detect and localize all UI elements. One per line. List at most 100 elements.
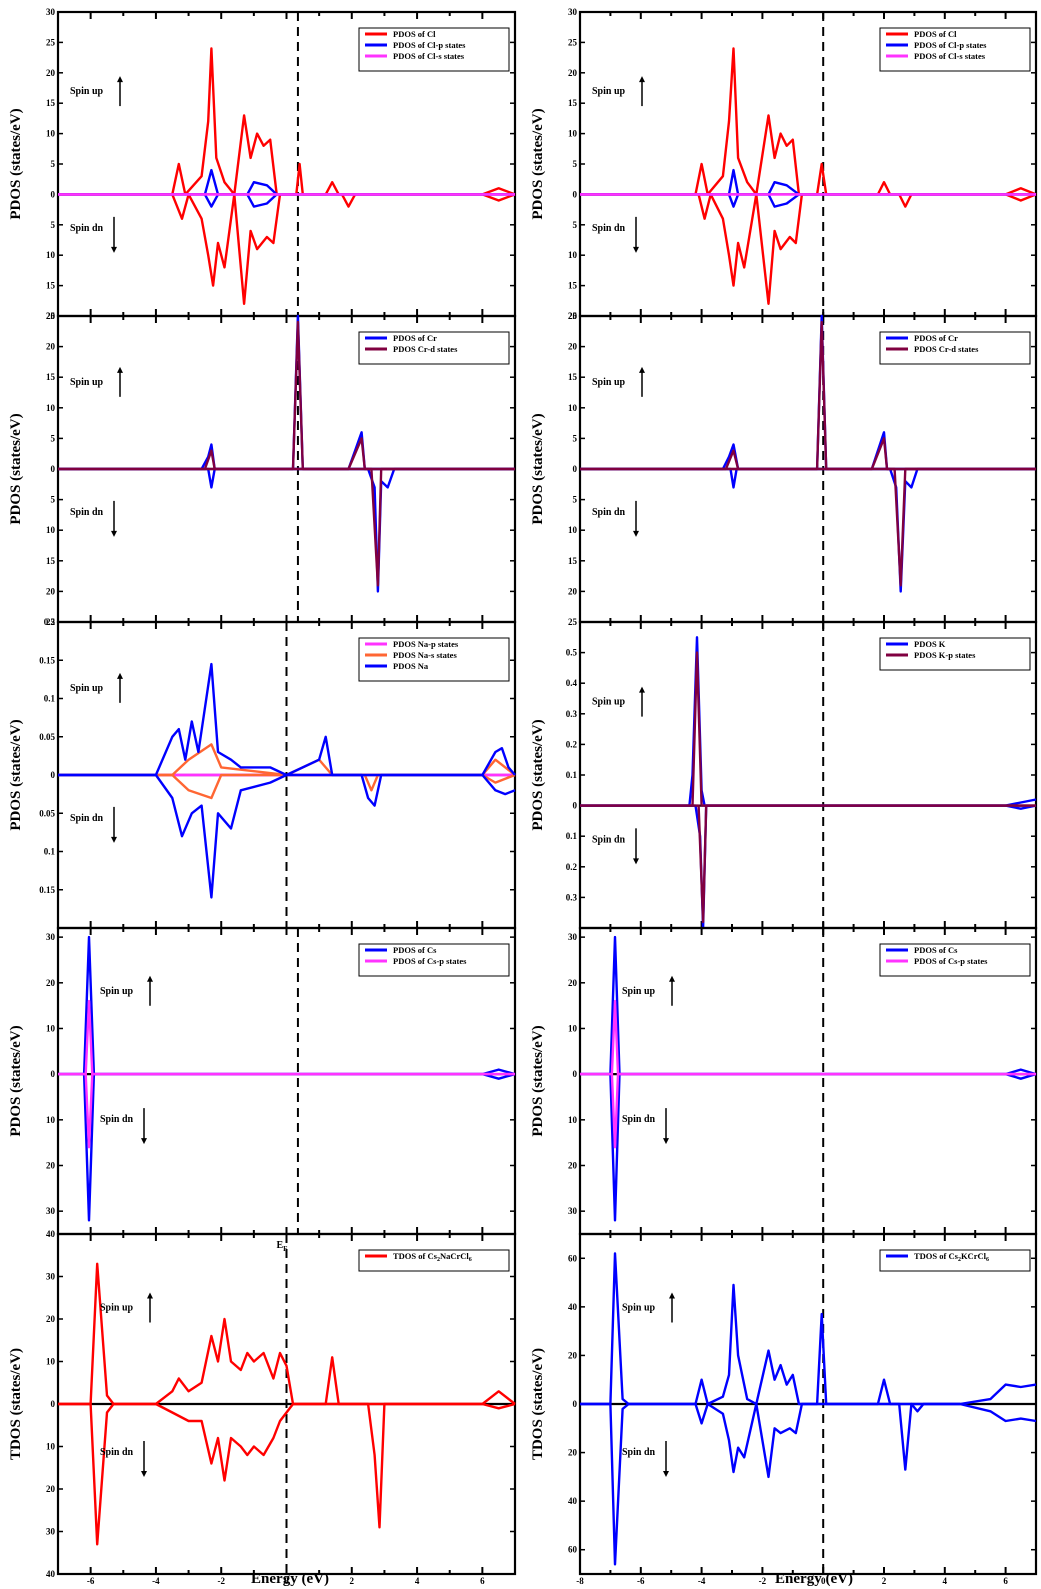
y-tick-label: 10 (568, 403, 578, 413)
spin-dn-label: Spin dn (592, 223, 626, 234)
x-tick-label: -6 (87, 1576, 95, 1586)
y-tick-label: 10 (568, 1023, 578, 1033)
y-tick-label: 0 (51, 1399, 56, 1409)
y-tick-label: 0.1 (44, 694, 56, 704)
y-tick-label: 15 (568, 556, 578, 566)
y-tick-label: 5 (51, 220, 56, 230)
spin-dn-label: Spin dn (592, 834, 626, 845)
y-tick-label: 30 (568, 932, 578, 942)
y-tick-label: 20 (568, 586, 578, 596)
spin-dn-arrowhead (633, 858, 639, 865)
y-tick-label: 20 (568, 342, 578, 352)
y-tick-label: 20 (568, 68, 578, 78)
legend-entry: PDOS of Cr (393, 333, 437, 343)
legend-entry: PDOS of Cs (914, 945, 958, 955)
y-tick-label: 0 (573, 189, 578, 199)
spin-dn-arrowhead (633, 530, 639, 537)
spin-dn-arrowhead (663, 1138, 669, 1145)
legend-entry: PDOS of Cl (393, 29, 436, 39)
series-line-up (580, 651, 1036, 807)
y-tick-label: 20 (568, 1448, 578, 1458)
series-line-up (58, 47, 516, 196)
y-tick-label: 5 (573, 495, 578, 505)
y-axis-label: PDOS (states/eV) (8, 413, 24, 524)
series-line-up (580, 1252, 1037, 1406)
y-tick-label: 10 (46, 129, 56, 139)
series-line-up (58, 999, 515, 1076)
y-axis-label: PDOS (states/eV) (8, 719, 24, 830)
x-tick-label: -6 (637, 1576, 645, 1586)
legend-entry: PDOS of Cr (914, 333, 958, 343)
series-line-dn (580, 193, 1036, 208)
y-tick-label: 20 (46, 978, 56, 988)
y-tick-label: 20 (46, 1484, 56, 1494)
y-tick-label: 0.05 (39, 732, 55, 742)
y-tick-label: 20 (46, 311, 56, 321)
x-tick-label: -4 (152, 1576, 160, 1586)
series-line-dn (58, 1072, 516, 1222)
series-line-dn (58, 467, 515, 587)
legend-entry: PDOS of Cl (914, 29, 957, 39)
series-line-dn (58, 467, 515, 593)
spin-dn-label: Spin dn (70, 813, 104, 824)
y-tick-label: 5 (573, 433, 578, 443)
y-tick-label: 0 (573, 464, 578, 474)
y-tick-label: 40 (568, 1302, 578, 1312)
y-tick-label: 5 (51, 433, 56, 443)
series-line-up (58, 662, 516, 777)
panel-left-2: 0.2 0.15 0.1 0.05 0 0.05 0.1 0.15 PDOS Na-p stat… (8, 617, 517, 930)
spin-up-label: Spin up (100, 1303, 134, 1314)
legend-entry: PDOS of Cs-p states (914, 956, 988, 966)
spin-up-label: Spin up (100, 986, 134, 997)
spin-up-label: Spin up (70, 86, 104, 97)
series-line-dn (58, 773, 516, 899)
spin-up-label: Spin up (592, 697, 626, 708)
legend-entry: PDOS Cr-d states (914, 344, 979, 354)
legend-entry: TDOS of Cs2KCrCl6 (914, 1251, 989, 1263)
y-tick-label: 40 (46, 1229, 56, 1239)
y-tick-label: 5 (573, 220, 578, 230)
y-tick-label: 10 (568, 1115, 578, 1125)
x-tick-label: 4 (943, 1576, 948, 1586)
legend-box (358, 1249, 510, 1272)
legend-entry-part: 6 (469, 1257, 472, 1263)
legend-entry: PDOS Cr-d states (393, 344, 458, 354)
series-line-dn (58, 193, 516, 305)
legend-entry: PDOS of Cl-p states (393, 40, 466, 50)
y-axis-label: TDOS (states/eV) (8, 1348, 24, 1460)
x-tick-label: 4 (415, 1576, 420, 1586)
y-tick-label: 10 (46, 1442, 56, 1452)
y-tick-label: 0.2 (566, 862, 578, 872)
spin-up-label: Spin up (622, 986, 656, 997)
y-axis-label: PDOS (states/eV) (8, 1025, 24, 1136)
legend-entry-part: NaCrCl (440, 1251, 469, 1261)
y-tick-label: 0.2 (44, 617, 56, 627)
y-tick-label: 10 (46, 525, 56, 535)
legend-entry: PDOS K (914, 639, 946, 649)
x-axis-label-right: Energy (eV) (775, 1571, 853, 1587)
y-tick-label: 0 (51, 189, 56, 199)
spin-dn-arrowhead (141, 1138, 147, 1145)
series-line-dn (58, 1072, 515, 1149)
x-tick-label: 2 (350, 1576, 355, 1586)
y-tick-label: 20 (46, 68, 56, 78)
spin-dn-arrowhead (633, 246, 639, 253)
legend-entry-part: TDOS of Cs (393, 1251, 438, 1261)
legend-entry: PDOS of Cl-s states (393, 51, 465, 61)
y-tick-label: 0 (51, 464, 56, 474)
x-axis-label-left: Energy (eV) (251, 1571, 329, 1587)
spin-up-arrowhead (147, 975, 153, 982)
y-tick-label: 0 (573, 801, 578, 811)
y-tick-label: 5 (51, 159, 56, 169)
y-tick-label: 5 (573, 159, 578, 169)
y-tick-label: 40 (46, 1569, 56, 1579)
y-tick-label: 25 (568, 37, 578, 47)
series-line-up (580, 168, 1036, 196)
spin-up-arrowhead (669, 975, 675, 982)
y-tick-label: 5 (51, 495, 56, 505)
spin-up-label: Spin up (592, 86, 626, 97)
legend-entry-part: 2 (437, 1257, 440, 1263)
spin-dn-label: Spin dn (100, 1447, 134, 1458)
